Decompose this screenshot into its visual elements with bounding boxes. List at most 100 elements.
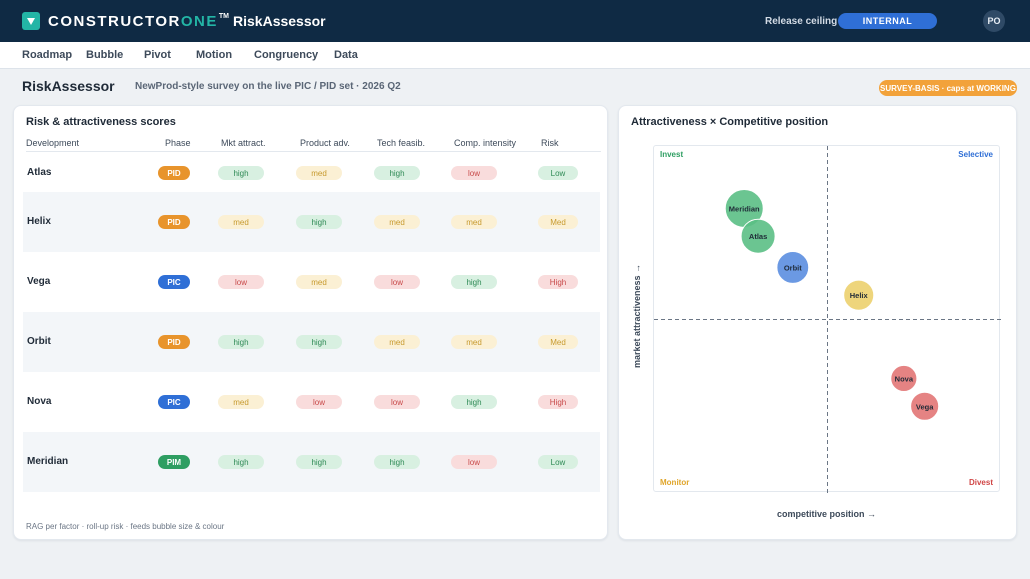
page-subtitle: NewProd-style survey on the live PIC / P…	[135, 81, 401, 92]
comp-intensity-rag: low	[451, 455, 497, 469]
brand-logo[interactable]: CONSTRUCTORONETM RiskAssessor	[48, 13, 326, 30]
tech-feasib-rag: low	[374, 275, 420, 289]
bubble-label-nova: Nova	[895, 374, 914, 383]
quadrant-label-divest: Divest	[968, 478, 993, 487]
brand-main: CONSTRUCTOR	[48, 13, 181, 30]
nav-item-data[interactable]: Data	[334, 49, 358, 61]
bubble-label-atlas: Atlas	[749, 232, 767, 241]
column-header-phase: Phase	[165, 138, 191, 148]
product-adv-rag: high	[296, 215, 342, 229]
scores-card-title: Risk & attractiveness scores	[26, 116, 176, 128]
column-header-risk: Risk	[541, 138, 559, 148]
development-name: Atlas	[27, 167, 52, 178]
bubble-label-helix: Helix	[850, 291, 869, 300]
main-nav: Roadmap Bubble Pivot Motion Congruency D…	[0, 42, 1030, 69]
y-axis-label: market attractiveness →	[632, 263, 642, 369]
development-name: Orbit	[27, 336, 51, 347]
development-name: Meridian	[27, 456, 69, 467]
phase-badge: PID	[158, 166, 190, 180]
release-ceiling-label: Release ceiling	[765, 16, 838, 27]
table-row[interactable]: Vega PIC low med low high High	[23, 252, 600, 312]
tech-feasib-rag: high	[374, 455, 420, 469]
product-adv-rag: high	[296, 335, 342, 349]
product-adv-rag: med	[296, 166, 342, 180]
survey-basis-badge: SURVEY-BASIS · caps at WORKING	[879, 80, 1017, 96]
quadrant-label-selective: Selective	[958, 150, 993, 159]
column-header-comp-intensity: Comp. intensity	[454, 138, 517, 148]
nav-item-congruency[interactable]: Congruency	[254, 49, 319, 61]
development-name: Helix	[27, 216, 51, 227]
phase-badge: PIC	[158, 395, 190, 409]
bubble-orbit[interactable]	[776, 251, 810, 284]
chart-title: Attractiveness × Competitive position	[631, 116, 829, 128]
mkt-attract-rag: med	[218, 395, 264, 409]
table-row[interactable]: Atlas PID high med high low Low	[23, 152, 600, 192]
table-header: Development Phase Mkt attract. Product a…	[26, 137, 601, 152]
tech-feasib-rag: low	[374, 395, 420, 409]
comp-intensity-rag: high	[451, 275, 497, 289]
brand-tm: TM	[218, 13, 230, 20]
scores-card: Risk & attractiveness scores Development…	[13, 105, 608, 540]
app-name: RiskAssessor	[233, 13, 326, 29]
release-ceiling-select[interactable]: INTERNAL	[838, 13, 937, 29]
table-row[interactable]: Helix PID med high med med Med	[23, 192, 600, 252]
column-header-tech-feasib: Tech feasib.	[377, 138, 426, 148]
bubble-helix[interactable]	[843, 279, 875, 311]
column-header-development: Development	[26, 138, 80, 148]
quadrant-label-monitor: Monitor	[660, 478, 690, 487]
column-header-product-adv: Product adv.	[300, 138, 350, 148]
bubble-label-meridian: Meridian	[729, 204, 760, 213]
bubble-nova[interactable]	[890, 364, 918, 393]
phase-badge: PIC	[158, 275, 190, 289]
comp-intensity-rag: med	[451, 215, 497, 229]
table-row[interactable]: Orbit PID high high med med Med	[23, 312, 600, 372]
comp-intensity-rag: low	[451, 166, 497, 180]
tech-feasib-rag: med	[374, 215, 420, 229]
table-row[interactable]: Nova PIC med low low high High	[23, 372, 600, 432]
tech-feasib-rag: med	[374, 335, 420, 349]
bubble-label-vega: Vega	[916, 402, 934, 411]
mkt-attract-rag: low	[218, 275, 264, 289]
bubble-label-orbit: Orbit	[784, 263, 802, 272]
avatar[interactable]: PO	[983, 10, 1005, 32]
brand-accent: ONE	[180, 13, 218, 30]
risk-badge: Med	[538, 215, 578, 229]
product-adv-rag: high	[296, 455, 342, 469]
development-name: Vega	[27, 276, 51, 287]
phase-badge: PIM	[158, 455, 190, 469]
page-title: RiskAssessor	[22, 78, 115, 94]
logo-icon	[22, 12, 40, 30]
phase-badge: PID	[158, 215, 190, 229]
nav-item-roadmap[interactable]: Roadmap	[22, 49, 73, 61]
phase-badge: PID	[158, 335, 190, 349]
nav-item-bubble[interactable]: Bubble	[86, 49, 124, 61]
risk-badge: Low	[538, 455, 578, 469]
mkt-attract-rag: high	[218, 335, 264, 349]
bubble-chart-card: Attractiveness × Competitive position Me…	[618, 105, 1017, 540]
product-adv-rag: med	[296, 275, 342, 289]
bubble-plot-svg: Meridian Atlas Orbit Helix Nova Vega	[654, 146, 1001, 493]
bubble-plot: Meridian Atlas Orbit Helix Nova Vega Invest S…	[653, 145, 1001, 493]
x-axis-label: competitive position →	[776, 509, 876, 519]
development-name: Nova	[27, 396, 52, 407]
table-footnote: RAG per factor · roll-up risk · feeds bu…	[26, 522, 225, 531]
comp-intensity-rag: high	[451, 395, 497, 409]
risk-badge: Med	[538, 335, 578, 349]
top-bar: CONSTRUCTORONETM RiskAssessor Release cei…	[0, 0, 1030, 42]
risk-badge: Low	[538, 166, 578, 180]
product-adv-rag: low	[296, 395, 342, 409]
table-row[interactable]: Meridian PIM high high high low Low	[23, 432, 600, 492]
bubble-atlas[interactable]	[740, 218, 776, 254]
comp-intensity-rag: med	[451, 335, 497, 349]
bubble-vega[interactable]	[910, 391, 940, 421]
nav-item-motion[interactable]: Motion	[196, 49, 233, 61]
mkt-attract-rag: med	[218, 215, 264, 229]
mkt-attract-rag: high	[218, 455, 264, 469]
column-header-mkt-attract: Mkt attract.	[221, 138, 266, 148]
tech-feasib-rag: high	[374, 166, 420, 180]
quadrant-label-invest: Invest	[660, 150, 684, 159]
mkt-attract-rag: high	[218, 166, 264, 180]
nav-item-pivot[interactable]: Pivot	[144, 49, 171, 61]
risk-badge: High	[538, 395, 578, 409]
risk-badge: High	[538, 275, 578, 289]
